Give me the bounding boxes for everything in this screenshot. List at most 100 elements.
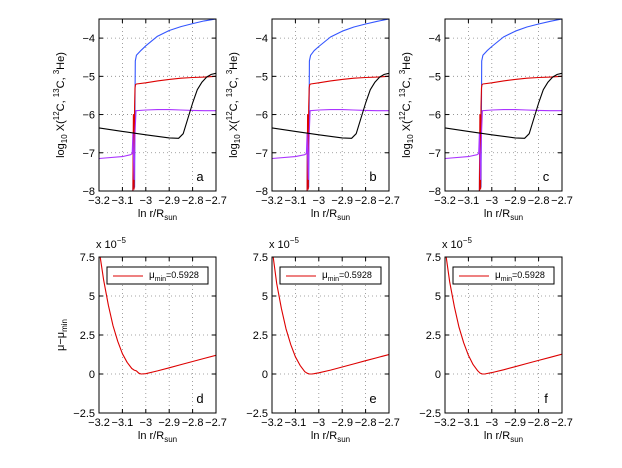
- series-line-black: [445, 72, 562, 139]
- y-tick-label: 2.5: [80, 330, 95, 342]
- y-axis-label-part: 3: [52, 69, 61, 74]
- series-line-min: [99, 257, 216, 375]
- y-axis-label: log10 X(12C, 13C, 3He): [398, 52, 415, 158]
- x-tick-label: −2.9: [504, 195, 526, 207]
- x-axis-label: ln r/Rsun: [484, 430, 523, 444]
- x-tick-label: −3.2: [88, 417, 110, 429]
- y-tick-label: −8: [82, 186, 95, 198]
- axes-box: [271, 18, 390, 192]
- x-tick-label: −2.7: [551, 417, 573, 429]
- series-line-3He: [272, 19, 389, 191]
- y-tick-label: 0: [435, 369, 441, 381]
- x-tick-label: −3.2: [261, 195, 283, 207]
- y-axis-label-part: 12: [398, 111, 407, 120]
- y-axis-label-part: C,: [401, 74, 413, 88]
- x-tick-label: −3: [313, 417, 326, 429]
- y-axis-label-main: log: [228, 143, 240, 158]
- x-axis-label: ln r/Rsun: [311, 430, 350, 444]
- x-axis-label-sub: sun: [164, 435, 177, 444]
- legend-box: [279, 266, 382, 285]
- x-tick-label: −3.1: [112, 417, 134, 429]
- x-tick-label: −2.9: [331, 195, 353, 207]
- y-tick-label: −2.5: [73, 408, 95, 420]
- y-tick-label: 7.5: [80, 252, 95, 264]
- x-tick-label: −2.9: [331, 417, 353, 429]
- y-axis-label-part: He): [55, 52, 67, 70]
- x-tick-label: −3: [140, 195, 153, 207]
- y-multiplier: x 10−5: [442, 236, 472, 251]
- y-axis-label-part: 3: [398, 69, 407, 74]
- y-axis-label-part: C,: [228, 97, 240, 111]
- y-axis-label-part: 12: [225, 111, 234, 120]
- x-axis-label-sub: sun: [337, 213, 350, 222]
- x-tick-label: −3.1: [458, 195, 480, 207]
- panel-e: −3.2 −3.1 −3 −2.9 −2.8 −2.7 −2.5 0 2.5 5 7.5 ln r/R…: [246, 236, 400, 444]
- legend: μmin=0.5928: [106, 266, 209, 285]
- x-tick-label: −2.8: [182, 417, 204, 429]
- y-multiplier: x 10−5: [96, 236, 126, 251]
- y-multiplier-base: x 10: [442, 239, 463, 251]
- y-axis-label-sub: min: [60, 319, 69, 332]
- x-tick-label: −3: [486, 417, 499, 429]
- series-line-min: [272, 257, 389, 375]
- y-tick-label: 2.5: [426, 330, 441, 342]
- y-axis-label-part: X(: [228, 120, 240, 134]
- y-tick-label: −5: [82, 71, 95, 83]
- y-tick-label: 0: [89, 369, 95, 381]
- y-axis-label: μ−μmin: [55, 319, 69, 351]
- x-axis-label-main: ln r/R: [138, 430, 164, 442]
- x-tick-label: −2.9: [504, 417, 526, 429]
- y-multiplier-exp: −5: [463, 236, 473, 245]
- y-axis-label-sub: 10: [406, 134, 415, 143]
- y-axis-label-part: 13: [52, 88, 61, 97]
- y-tick-label: −7: [428, 148, 441, 160]
- y-multiplier-base: x 10: [269, 239, 290, 251]
- axes-box: [98, 18, 217, 192]
- x-axis-label-main: ln r/R: [138, 208, 164, 220]
- panel-letter: e: [369, 391, 376, 406]
- y-axis-label-part: X(: [401, 120, 413, 134]
- y-tick-label: −4: [428, 33, 441, 45]
- y-tick-label: −4: [255, 33, 268, 45]
- x-tick-label: −3.2: [434, 417, 456, 429]
- panel-b: −3.2 −3.1 −3 −2.9 −2.8 −2.7 −8 −7 −6 −5 −4 ln r/Rsu…: [225, 18, 400, 222]
- y-axis-label-part: 3: [225, 69, 234, 74]
- x-tick-label: −3.1: [285, 195, 307, 207]
- y-tick-label: 2.5: [253, 330, 268, 342]
- panel-letter: b: [369, 169, 376, 184]
- x-axis-label: ln r/Rsun: [138, 430, 177, 444]
- legend-label-mu: μ: [495, 270, 501, 281]
- x-tick-label: −3: [313, 195, 326, 207]
- y-axis-label-part: C,: [55, 97, 67, 111]
- y-tick-label: −7: [255, 148, 268, 160]
- y-tick-label: −6: [255, 110, 268, 122]
- series-line-13C: [445, 109, 562, 181]
- x-axis-label-sub: sun: [510, 435, 523, 444]
- x-tick-label: −2.7: [551, 195, 573, 207]
- y-tick-label: 5: [262, 291, 268, 303]
- y-axis-label-part: 13: [398, 88, 407, 97]
- panel-letter: d: [196, 391, 203, 406]
- series-line-3He: [445, 19, 562, 191]
- x-tick-label: −3.2: [261, 417, 283, 429]
- panel-c: −3.2 −3.1 −3 −2.9 −2.8 −2.7 −8 −7 −6 −5 −4 ln r/Rsu…: [398, 18, 573, 222]
- x-axis-label-sub: sun: [510, 213, 523, 222]
- series-group: [99, 19, 216, 191]
- legend-box: [452, 266, 555, 285]
- series-line-3He: [99, 19, 216, 191]
- series-group: [272, 257, 389, 375]
- x-tick-label: −2.7: [378, 417, 400, 429]
- y-tick-label: −7: [82, 148, 95, 160]
- y-tick-label: −2.5: [246, 408, 268, 420]
- x-axis-label: ln r/Rsun: [138, 208, 177, 222]
- y-tick-label: 5: [89, 291, 95, 303]
- y-multiplier: x 10−5: [269, 236, 299, 251]
- x-axis-label-sub: sun: [337, 435, 350, 444]
- series-group: [272, 19, 389, 191]
- legend: μmin=0.5928: [279, 266, 382, 285]
- x-axis-label: ln r/Rsun: [311, 208, 350, 222]
- x-tick-label: −3: [140, 417, 153, 429]
- x-axis-label-main: ln r/R: [484, 208, 510, 220]
- x-tick-label: −2.8: [182, 195, 204, 207]
